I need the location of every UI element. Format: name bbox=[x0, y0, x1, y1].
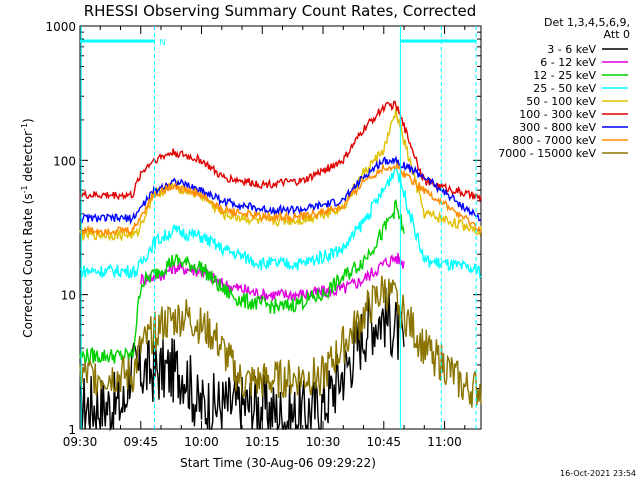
timestamp: 16-Oct-2021 23:54 bbox=[560, 469, 636, 478]
legend-item-label: 50 - 100 keV bbox=[526, 95, 596, 108]
series-line bbox=[79, 100, 482, 203]
y-tick-label: 1000 bbox=[45, 20, 76, 34]
chart-title: RHESSI Observing Summary Count Rates, Co… bbox=[84, 2, 477, 20]
series-line bbox=[79, 198, 405, 366]
y-axis-label-part: ) bbox=[21, 118, 35, 123]
legend-item-label: 6 - 12 keV bbox=[540, 56, 596, 69]
y-axis-label-sup: -1 bbox=[20, 123, 29, 131]
series-line bbox=[79, 155, 482, 225]
legend-item-label: 100 - 300 keV bbox=[519, 108, 596, 121]
x-tick-label: 09:30 bbox=[63, 435, 98, 449]
legend-item-label: 7000 - 15000 keV bbox=[498, 147, 596, 160]
y-tick-label: 100 bbox=[53, 154, 76, 168]
series-line bbox=[79, 165, 482, 280]
legend-header-line2: Att 0 bbox=[604, 28, 630, 41]
x-axis-label: Start Time (30-Aug-06 09:29:22) bbox=[180, 456, 376, 470]
night-marker-label: N bbox=[160, 38, 166, 47]
x-tick-label: 10:30 bbox=[306, 435, 341, 449]
series-line bbox=[140, 252, 405, 302]
x-tick-label: 11:00 bbox=[427, 435, 462, 449]
legend-item-label: 800 - 7000 keV bbox=[512, 134, 596, 147]
x-tick-label: 10:15 bbox=[245, 435, 280, 449]
legend-header-line1: Det 1,3,4,5,6,9, bbox=[544, 16, 630, 29]
legend-item-label: 12 - 25 keV bbox=[533, 69, 596, 82]
y-axis-label-sup: -1 bbox=[20, 185, 29, 193]
series-line bbox=[79, 161, 482, 237]
x-tick-label: 09:45 bbox=[123, 435, 158, 449]
legend-item-label: 25 - 50 keV bbox=[533, 82, 596, 95]
y-axis-label-part: detector bbox=[21, 131, 35, 186]
y-tick-label: 10 bbox=[61, 289, 76, 303]
x-tick-label: 10:00 bbox=[184, 435, 219, 449]
x-tick-label: 10:45 bbox=[366, 435, 401, 449]
legend-item-label: 300 - 800 keV bbox=[519, 121, 596, 134]
y-tick-label: 1 bbox=[68, 423, 76, 437]
y-axis-label-part: Corrected Count Rate (s bbox=[21, 193, 35, 337]
legend-item-label: 3 - 6 keV bbox=[547, 43, 596, 56]
series-line bbox=[79, 275, 482, 408]
y-axis-label: Corrected Count Rate (s-1 detector-1) bbox=[20, 118, 35, 337]
